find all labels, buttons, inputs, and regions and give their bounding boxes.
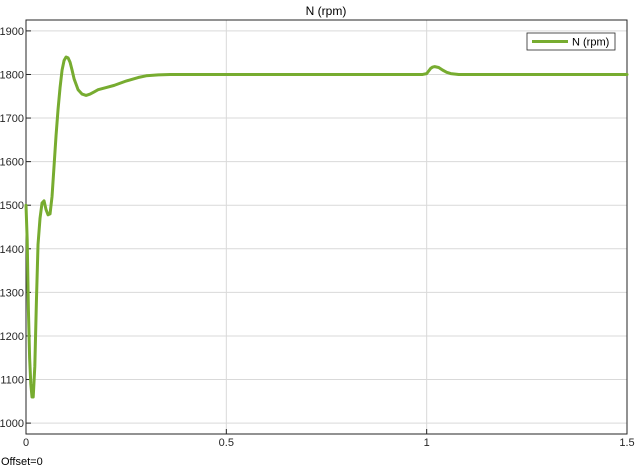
series-lines bbox=[24, 55, 629, 399]
legend-label: N (rpm) bbox=[572, 37, 609, 49]
y-tick-label: 1000 bbox=[0, 418, 24, 430]
y-tick-label: 1900 bbox=[0, 26, 24, 38]
y-tick-label: 1300 bbox=[0, 287, 24, 299]
y-tick-label: 1500 bbox=[0, 200, 24, 212]
x-axis: 0 0.5 1 1.5 bbox=[23, 429, 635, 449]
x-tick-label: 1.5 bbox=[619, 437, 634, 449]
y-tick-label: 1700 bbox=[0, 113, 24, 125]
y-axis: 1000 1100 1200 1300 1400 1500 1600 1700 1800 1900 bbox=[0, 26, 31, 430]
series-line-n-rpm bbox=[24, 55, 629, 399]
y-tick-label: 1100 bbox=[0, 375, 24, 387]
legend-box bbox=[526, 32, 616, 51]
x-tick-label: 1 bbox=[424, 437, 430, 449]
plot-area bbox=[26, 20, 627, 434]
legend[interactable]: N (rpm) bbox=[526, 32, 616, 51]
offset-label: Offset=0 bbox=[1, 456, 43, 468]
y-tick-label: 1800 bbox=[0, 69, 24, 81]
chart-title: N (rpm) bbox=[306, 4, 347, 18]
y-tick-label: 1200 bbox=[0, 331, 24, 343]
y-tick-label: 1600 bbox=[0, 157, 24, 169]
x-tick-label: 0 bbox=[23, 437, 29, 449]
x-tick-label: 0.5 bbox=[219, 437, 234, 449]
y-tick-label: 1400 bbox=[0, 244, 24, 256]
